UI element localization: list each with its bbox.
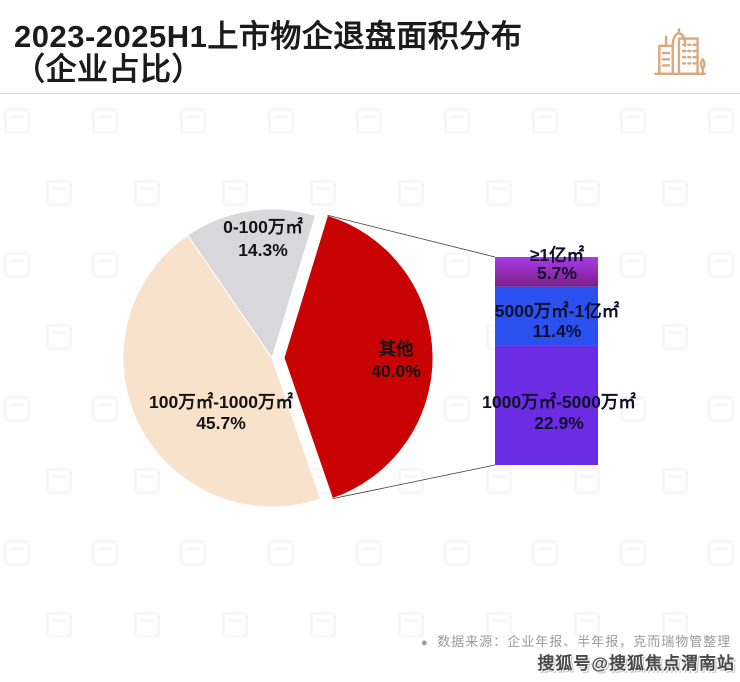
bar-segment xyxy=(495,257,598,287)
bar-segment-label: 1000万㎡-5000万㎡ 22.9% xyxy=(482,392,636,433)
pie-slice xyxy=(186,208,317,360)
page-title: 2023-2025H1上市物企退盘面积分布 （企业占比） xyxy=(14,20,634,86)
pie-slice-label: 0-100万㎡ 14.3% xyxy=(223,217,303,260)
pie-slice-label: 100万㎡-1000万㎡ 45.7% xyxy=(149,392,293,433)
pie-slice xyxy=(283,214,434,500)
callout-line-bottom xyxy=(332,464,496,500)
bar-segment xyxy=(495,345,598,465)
bar-segment-label: ≥1亿㎡ 5.7% xyxy=(530,245,585,283)
header: 2023-2025H1上市物企退盘面积分布 （企业占比） xyxy=(0,0,740,94)
bar-segment xyxy=(495,286,598,346)
data-source-note: ● 数据来源：企业年报、半年报，克而瑞物管整理 xyxy=(421,631,731,650)
header-divider xyxy=(0,93,740,94)
pie-slice xyxy=(122,234,322,508)
page-title-line2: （企业占比） xyxy=(14,52,203,87)
data-source-text: 数据来源：企业年报、半年报，克而瑞物管整理 xyxy=(437,634,732,649)
pie-slice-label: 其他 40.0% xyxy=(371,339,421,381)
page-title-line1: 2023-2025H1上市物企退盘面积分布 xyxy=(14,19,523,54)
sohu-watermark: 搜狐号@搜狐焦点渭南站 xyxy=(537,654,735,673)
bar-segment-label: 5000万㎡-1亿㎡ 11.4% xyxy=(495,301,620,341)
buildings-icon xyxy=(653,28,707,75)
bullet-icon: ● xyxy=(421,637,429,649)
callout-line-top xyxy=(327,214,496,258)
